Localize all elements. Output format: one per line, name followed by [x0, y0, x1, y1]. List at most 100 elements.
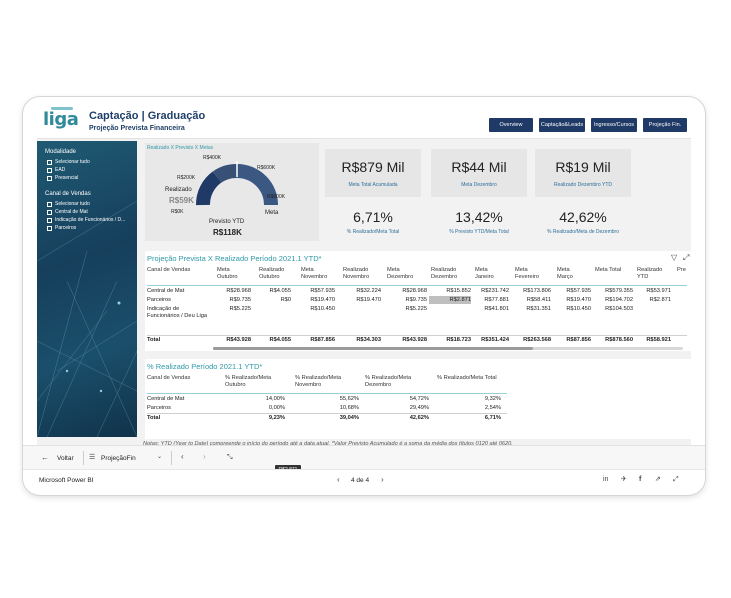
facebook-icon[interactable]: f — [639, 476, 642, 483]
filter-option[interactable]: Parceiros — [47, 225, 76, 231]
table-cell[interactable]: R$2.871 — [449, 297, 471, 303]
fullscreen-icon[interactable]: ⤢ — [673, 476, 679, 483]
total-cell[interactable]: R$43.928 — [402, 337, 427, 343]
page-list-icon[interactable]: ☰ — [89, 454, 96, 461]
total-cell[interactable]: R$87.856 — [310, 337, 335, 343]
page-selector[interactable]: ProjeçãoFin — [101, 455, 136, 462]
total-cell[interactable]: 42,62% — [409, 415, 429, 421]
table-cell[interactable]: R$58.411 — [526, 297, 551, 303]
table-cell[interactable]: R$4.055 — [269, 288, 291, 294]
table-cell[interactable]: R$194.702 — [605, 297, 633, 303]
horizontal-scrollbar[interactable] — [213, 347, 683, 350]
table-cell[interactable]: R$19.470 — [356, 297, 381, 303]
next-icon[interactable]: › — [203, 452, 206, 461]
total-cell[interactable]: 6,71% — [484, 415, 501, 421]
column-header: % Realizado/Meta Outubro — [225, 375, 272, 388]
total-cell[interactable]: 9,23% — [268, 415, 285, 421]
filter-option[interactable]: EAD — [47, 167, 65, 173]
filter-option[interactable]: Selecionar tudo — [47, 159, 90, 165]
total-cell[interactable]: R$18.723 — [446, 337, 471, 343]
table-cell[interactable]: R$10.450 — [566, 306, 591, 312]
table-cell[interactable]: R$579.355 — [605, 288, 633, 294]
table-cell[interactable]: 2,54% — [484, 405, 501, 411]
table-cell[interactable]: 10,68% — [339, 405, 359, 411]
table-cell[interactable]: R$77.881 — [484, 297, 509, 303]
nav-overview-button[interactable]: Overview — [489, 118, 533, 132]
back-button[interactable]: Voltar — [57, 455, 74, 462]
sidebar-decoration — [37, 200, 137, 437]
checkbox[interactable] — [47, 159, 52, 165]
previous-icon[interactable]: ‹ — [181, 452, 184, 461]
table-cell[interactable]: R$53.971 — [646, 288, 671, 294]
table-cell[interactable]: R$31.351 — [526, 306, 551, 312]
table-cell[interactable]: R$32.224 — [356, 288, 381, 294]
focus-mode-icon[interactable]: ⤢ — [683, 253, 690, 262]
kpi-label: Meta Total Acumulada — [348, 182, 398, 188]
table-cell[interactable]: R$19.470 — [310, 297, 335, 303]
device-frame: liga Captação | Graduação Projeção Previ… — [22, 96, 706, 496]
total-cell[interactable]: R$87.856 — [566, 337, 591, 343]
total-cell[interactable]: R$351.424 — [481, 337, 509, 343]
checkbox[interactable] — [47, 225, 52, 231]
filter-option[interactable]: Selecionar tudo — [47, 201, 90, 207]
next-page-icon[interactable]: › — [381, 475, 384, 484]
column-header: % Realizado/Meta Total — [437, 375, 497, 381]
total-cell[interactable]: 39,04% — [339, 415, 359, 421]
table-cell[interactable]: R$19.470 — [566, 297, 591, 303]
checkbox[interactable] — [47, 209, 52, 215]
nav-ingresso-cursos-button[interactable]: Ingresso/Cursos — [591, 118, 637, 132]
nav-projecao-fin-button[interactable]: Projeção Fin. — [643, 118, 687, 132]
row-label: Central de Mat — [147, 396, 185, 402]
table-cell[interactable]: 9,32% — [484, 396, 501, 402]
total-cell[interactable]: R$4.055 — [269, 337, 291, 343]
table-cell[interactable]: R$10.450 — [310, 306, 335, 312]
table-cell[interactable]: R$173.806 — [523, 288, 551, 294]
scrollbar-thumb[interactable] — [213, 347, 533, 350]
chevron-down-icon[interactable]: ⌄ — [157, 454, 163, 460]
table-cell[interactable]: R$2.871 — [649, 297, 671, 303]
checkbox[interactable] — [47, 167, 52, 173]
gauge-previsto-label: Previsto YTD — [209, 219, 245, 225]
table-cell[interactable]: R$57.935 — [310, 288, 335, 294]
nav-captacao-leads-button[interactable]: Captação&Leads — [539, 118, 585, 132]
filter-option[interactable]: Presencial — [47, 175, 78, 181]
table-cell[interactable]: 29,49% — [409, 405, 429, 411]
pct-value: 42,62% — [559, 209, 607, 225]
table-cell[interactable]: R$28.968 — [402, 288, 427, 294]
table-cell[interactable]: R$104.503 — [605, 306, 633, 312]
table-cell[interactable]: R$5.225 — [405, 306, 427, 312]
back-arrow-icon[interactable]: ← — [41, 453, 49, 462]
filter-option[interactable]: Central de Mat — [47, 209, 88, 215]
table-cell[interactable]: R$28.968 — [226, 288, 251, 294]
gauge-realizado-value: R$59K — [169, 196, 194, 205]
table-cell[interactable]: R$57.935 — [566, 288, 591, 294]
table-cell[interactable]: R$5.225 — [229, 306, 251, 312]
checkbox[interactable] — [47, 201, 52, 207]
checkbox[interactable] — [47, 175, 52, 181]
table-cell[interactable]: R$9.735 — [229, 297, 251, 303]
pct-label: % Realizado/Meta Total — [346, 229, 400, 235]
table-cell[interactable]: R$41.801 — [484, 306, 509, 312]
table-cell[interactable]: 54,72% — [409, 396, 429, 402]
total-cell[interactable]: R$263.568 — [523, 337, 551, 343]
table-cell[interactable]: 0,00% — [268, 405, 285, 411]
total-cell[interactable]: R$34.303 — [356, 337, 381, 343]
twitter-icon[interactable]: ✈ — [621, 476, 627, 483]
total-cell[interactable]: R$878.560 — [605, 337, 633, 343]
table-cell[interactable]: R$15.852 — [446, 288, 471, 294]
share-icon[interactable]: ⇗ — [655, 476, 661, 483]
total-cell[interactable]: R$58.921 — [646, 337, 671, 343]
checkbox[interactable] — [47, 217, 52, 223]
table-cell[interactable]: R$0 — [280, 297, 291, 303]
total-cell[interactable]: R$43.928 — [226, 337, 251, 343]
table-cell[interactable]: R$231.742 — [481, 288, 509, 294]
filter-icon[interactable]: ▽ — [671, 253, 678, 262]
linkedin-icon[interactable]: in — [603, 476, 609, 483]
projection-table: Projeção Prevista X Realizado Período 20… — [145, 251, 691, 351]
collapse-icon[interactable]: ⤡ — [227, 454, 233, 461]
previous-page-icon[interactable]: ‹ — [337, 475, 340, 484]
table-cell[interactable]: R$9.735 — [405, 297, 427, 303]
filter-option[interactable]: Indicação de Funcionários / D... — [47, 217, 125, 223]
table-cell[interactable]: 14,00% — [265, 396, 285, 402]
table-cell[interactable]: 55,62% — [339, 396, 359, 402]
